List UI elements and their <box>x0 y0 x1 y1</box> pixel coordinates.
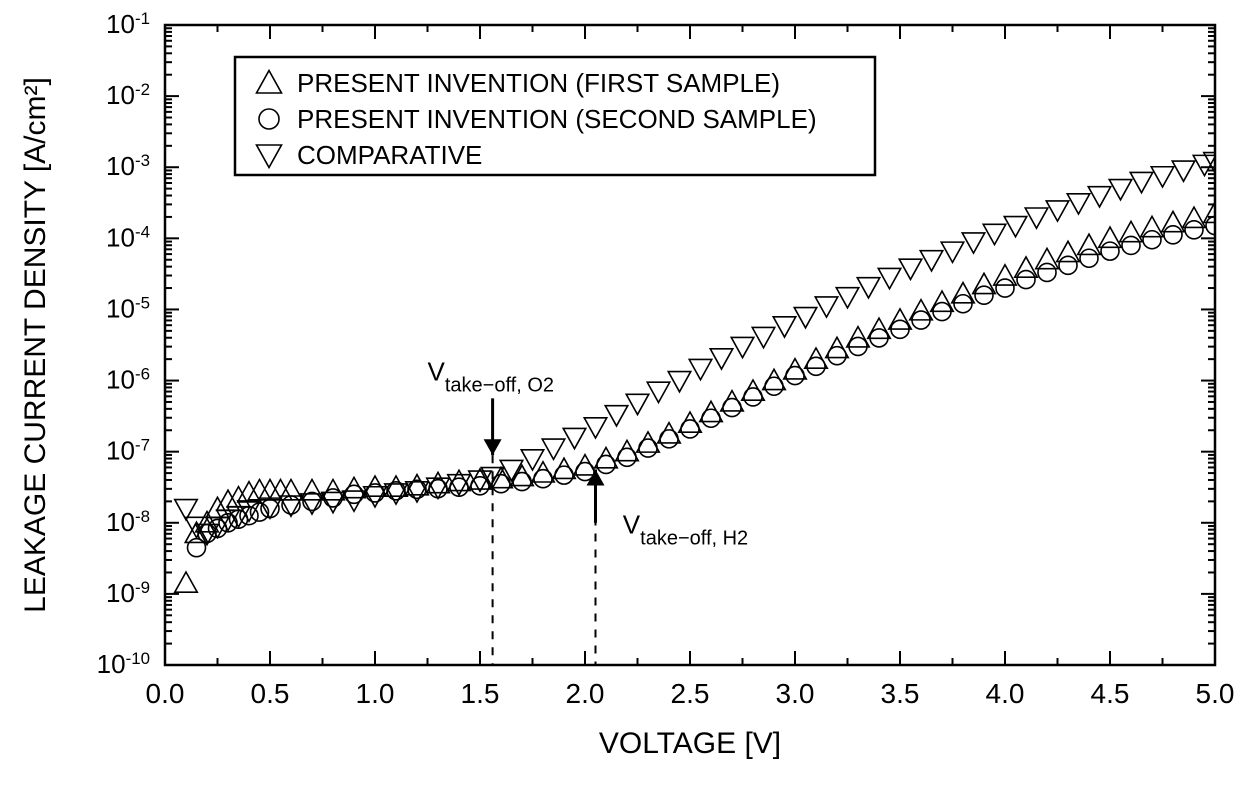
y-axis-label: LEAKAGE CURRENT DENSITY [A/cm²] <box>19 77 52 613</box>
x-tick-label: 2.5 <box>671 678 710 709</box>
legend: PRESENT INVENTION (FIRST SAMPLE) PRESENT … <box>235 57 875 175</box>
x-tick-label: 1.5 <box>461 678 500 709</box>
x-tick-label: 3.0 <box>776 678 815 709</box>
legend-item: PRESENT INVENTION (FIRST SAMPLE) <box>257 68 781 98</box>
x-tick-label: 4.5 <box>1091 678 1130 709</box>
x-tick-label: 0.0 <box>146 678 185 709</box>
x-tick-label: 0.5 <box>251 678 290 709</box>
x-axis-label: VOLTAGE [V] <box>599 727 781 760</box>
legend-item: PRESENT INVENTION (SECOND SAMPLE) <box>259 104 817 134</box>
legend-label: COMPARATIVE <box>297 140 482 170</box>
x-tick-label: 1.0 <box>356 678 395 709</box>
x-tick-label: 5.0 <box>1196 678 1235 709</box>
x-tick-label: 3.5 <box>881 678 920 709</box>
x-tick-label: 2.0 <box>566 678 605 709</box>
x-tick-label: 4.0 <box>986 678 1025 709</box>
chart-svg: 0.00.51.01.52.02.53.03.54.04.55.010-1010… <box>0 0 1240 793</box>
legend-label: PRESENT INVENTION (SECOND SAMPLE) <box>297 104 817 134</box>
legend-label: PRESENT INVENTION (FIRST SAMPLE) <box>297 68 780 98</box>
chart-container: 0.00.51.01.52.02.53.03.54.04.55.010-1010… <box>0 0 1240 793</box>
